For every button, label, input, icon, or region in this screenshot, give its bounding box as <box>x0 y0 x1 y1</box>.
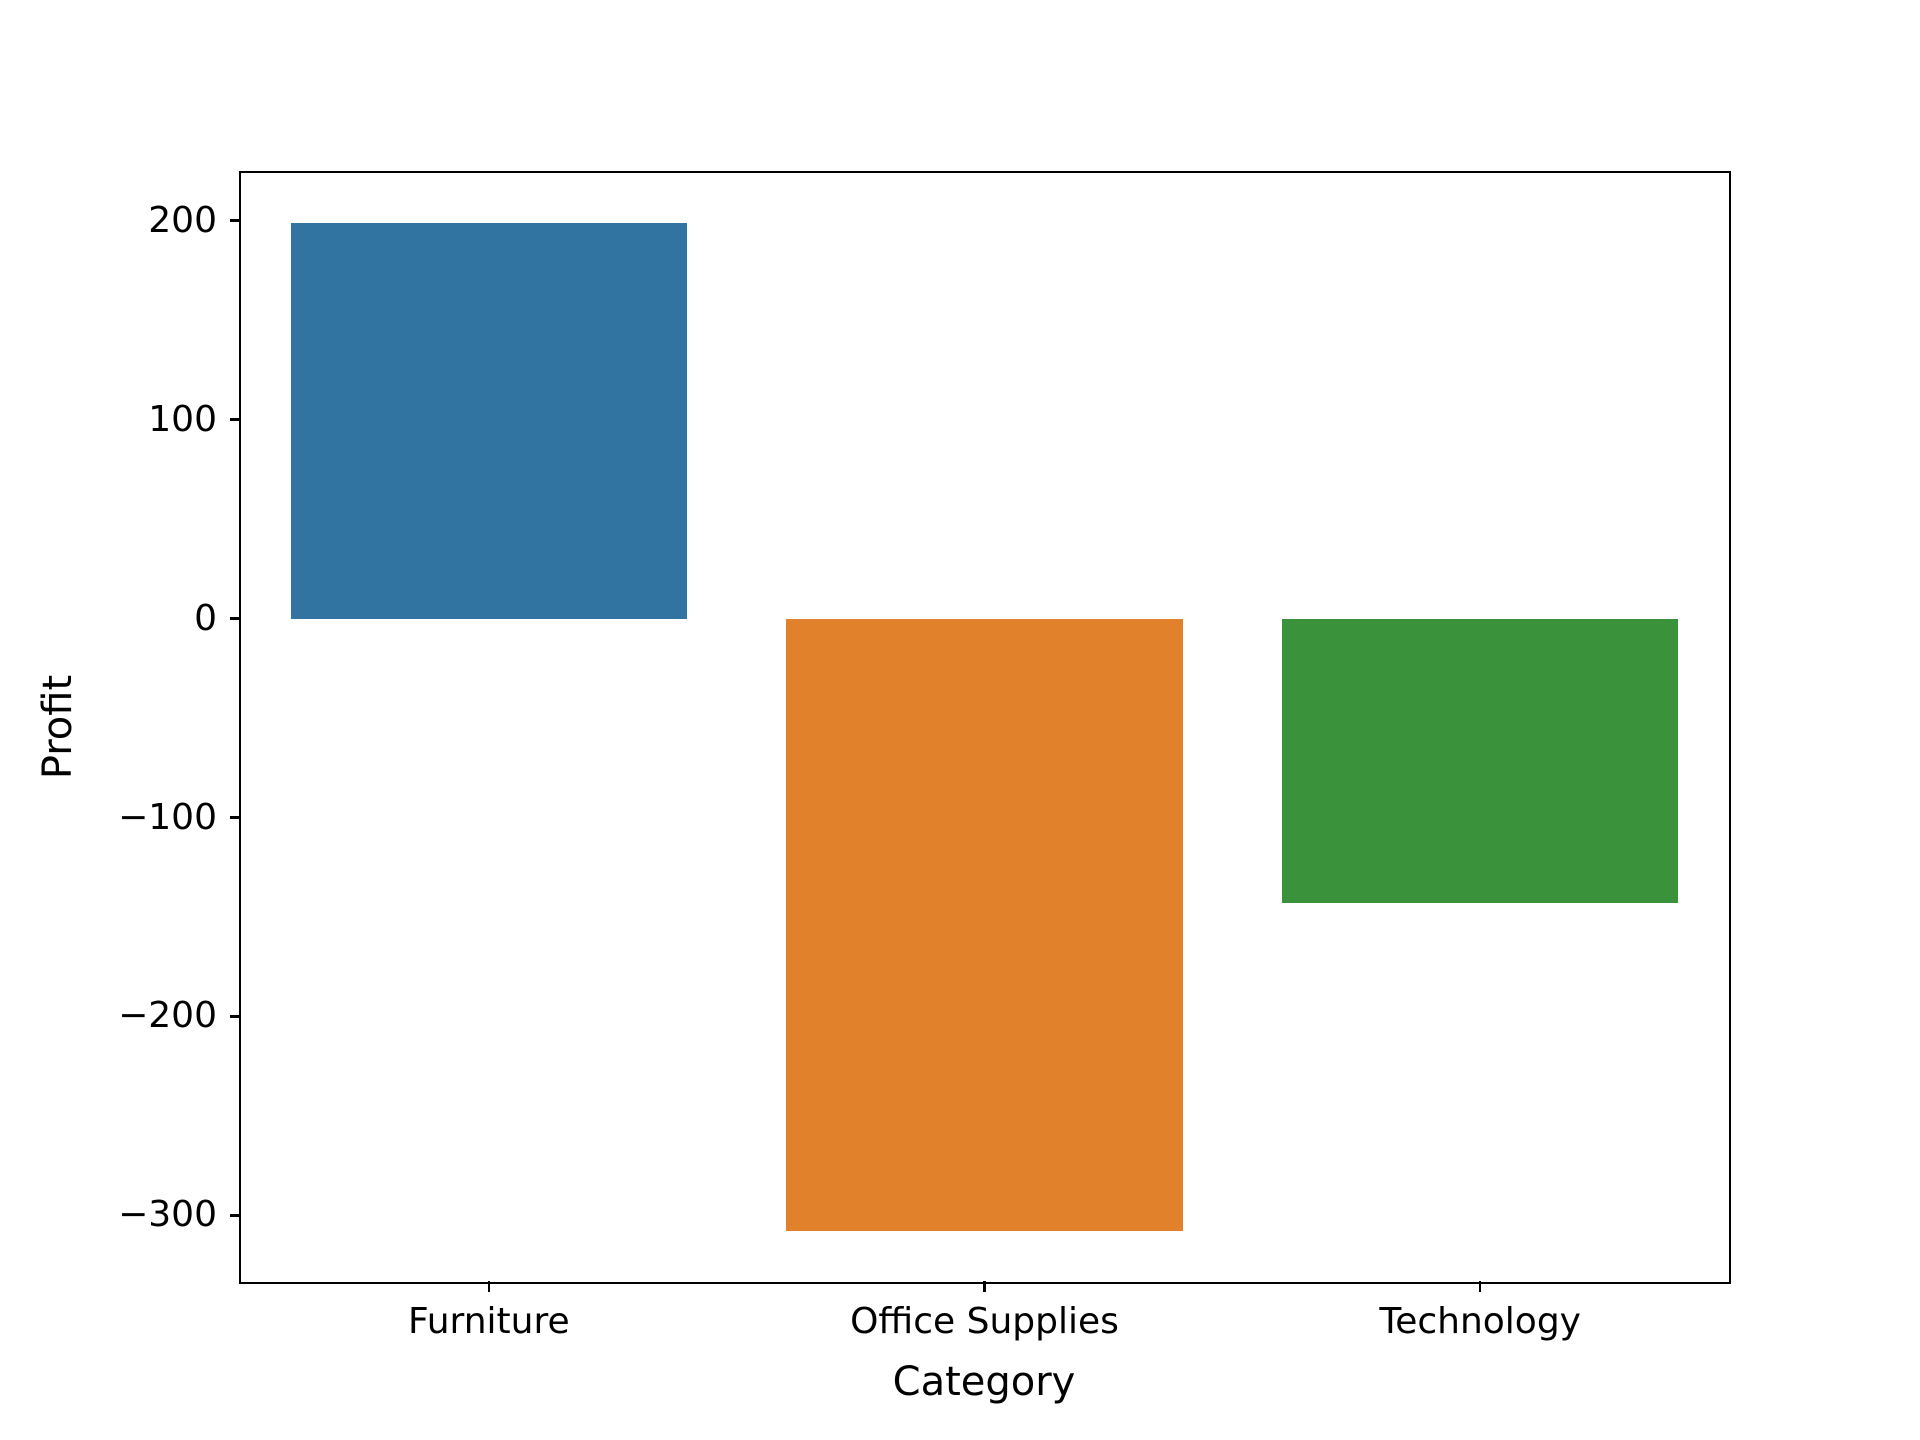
y-tick-label--300: −300 <box>118 1194 217 1236</box>
y-tick-mark-200 <box>230 219 241 222</box>
x-tick-mark-office-supplies <box>983 1281 986 1292</box>
y-tick-mark-100 <box>230 418 241 421</box>
y-tick-label--100: −100 <box>118 796 217 838</box>
x-tick-label-furniture: Furniture <box>408 1301 570 1342</box>
bar-office-supplies <box>786 618 1183 1232</box>
y-tick-mark--200 <box>230 1015 241 1018</box>
y-tick-label-0: 0 <box>194 597 217 639</box>
x-tick-mark-furniture <box>487 1281 491 1292</box>
y-tick-mark--100 <box>230 816 241 819</box>
x-axis-label: Category <box>892 1359 1076 1405</box>
x-tick-label-office-supplies: Office Supplies <box>850 1301 1119 1342</box>
y-tick-label-200: 200 <box>148 199 217 241</box>
x-tick-mark-technology <box>1478 1281 1482 1292</box>
y-tick-mark-0 <box>230 617 241 620</box>
y-axis-label: Profit <box>35 674 81 780</box>
y-tick-label-100: 100 <box>148 398 217 440</box>
x-tick-label-technology: Technology <box>1379 1301 1581 1342</box>
bar-technology <box>1281 618 1679 904</box>
y-tick-mark--300 <box>230 1214 241 1217</box>
y-tick-label--200: −200 <box>118 995 217 1037</box>
bar-furniture <box>290 222 688 619</box>
